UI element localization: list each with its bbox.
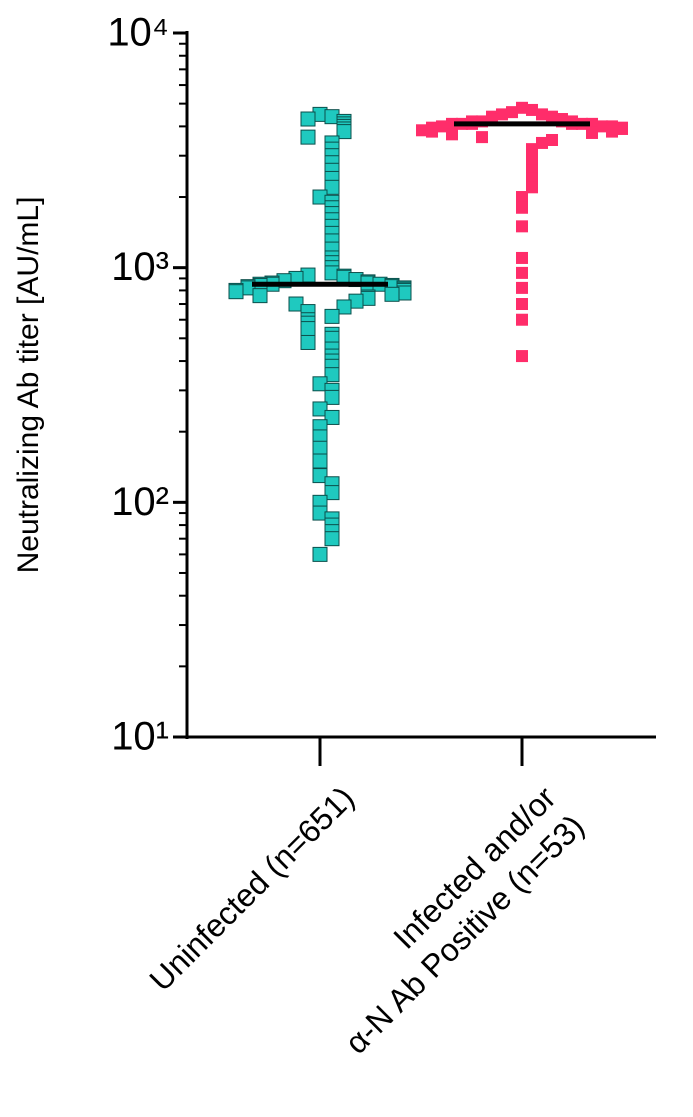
data-point	[312, 453, 328, 469]
data-point	[516, 201, 528, 214]
data-point	[324, 179, 340, 195]
data-point	[516, 281, 528, 294]
data-point	[526, 103, 538, 116]
data-point	[324, 409, 340, 425]
data-point	[324, 367, 340, 383]
data-point	[516, 251, 528, 264]
data-point	[312, 468, 328, 484]
y-axis-label: Neutralizing Ab titer [AU/mL]	[12, 197, 45, 574]
data-point	[426, 125, 438, 138]
data-point	[288, 296, 304, 312]
data-point	[516, 101, 528, 114]
data-point	[252, 288, 268, 304]
y-tick-label: 10¹	[111, 715, 169, 759]
data-point	[312, 401, 328, 417]
data-point	[324, 308, 340, 324]
data-point	[516, 298, 528, 311]
data-point	[300, 129, 316, 145]
data-point	[516, 191, 528, 204]
data-point	[546, 133, 558, 146]
data-point	[516, 313, 528, 326]
data-point	[436, 120, 448, 133]
data-point	[312, 546, 328, 562]
data-point	[384, 286, 400, 302]
data-point	[446, 128, 458, 141]
data-point	[586, 126, 598, 139]
data-point	[312, 440, 328, 456]
data-point	[324, 531, 340, 547]
y-tick-label: 10⁴	[107, 11, 169, 55]
data-point	[536, 108, 548, 121]
data-point	[536, 136, 548, 149]
data-point	[300, 111, 316, 127]
data-point	[300, 334, 316, 350]
data-point	[336, 299, 352, 315]
data-point	[516, 220, 528, 233]
data-point	[300, 321, 316, 337]
data-point	[606, 125, 618, 138]
data-point	[476, 131, 488, 144]
data-point	[616, 122, 628, 135]
data-point	[516, 350, 528, 363]
data-point	[506, 106, 518, 119]
data-point	[228, 284, 244, 300]
y-tick-label: 10²	[111, 480, 169, 524]
y-tick-label: 10³	[111, 245, 169, 289]
data-point	[526, 181, 538, 194]
data-point	[324, 485, 340, 501]
data-point	[516, 266, 528, 279]
data-point	[324, 389, 340, 405]
data-point	[336, 124, 352, 140]
data-point	[596, 120, 608, 133]
data-point	[416, 124, 428, 137]
data-point	[496, 108, 508, 121]
